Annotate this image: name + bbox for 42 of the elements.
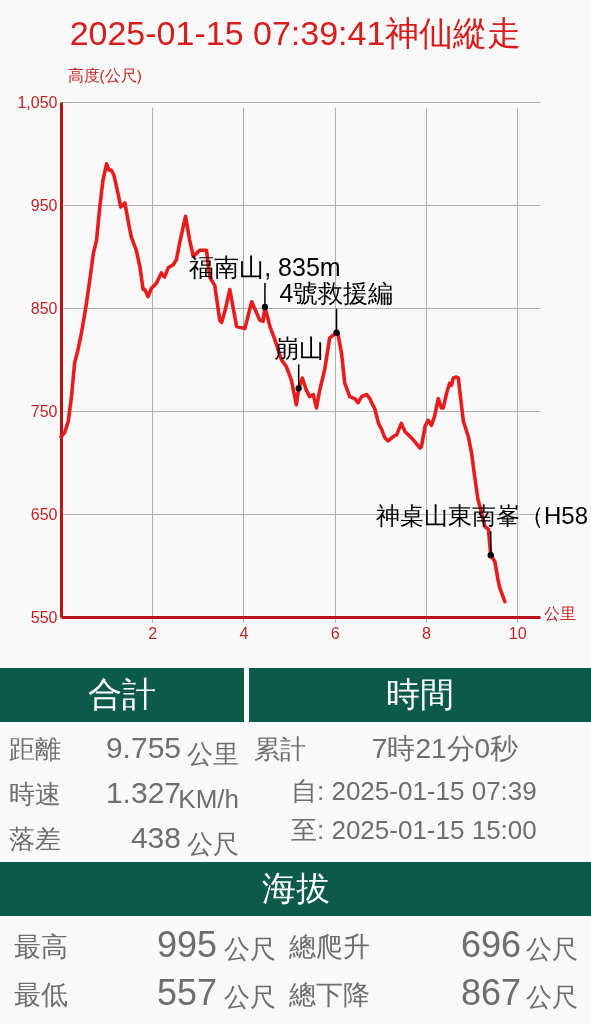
text: 公尺	[526, 982, 578, 1012]
y-tick-label: 550	[30, 608, 58, 626]
text: 557	[156, 972, 217, 1013]
text: 總爬升	[288, 932, 370, 962]
text: 696	[460, 924, 521, 965]
text: 867	[460, 972, 521, 1013]
text: 至: 2025-01-15 15:00	[291, 815, 537, 845]
text: 時速	[9, 779, 61, 809]
y-tick-label: 950	[30, 196, 58, 214]
text: 最高	[14, 932, 68, 962]
y-axis-title: 高度(公尺)	[67, 66, 142, 84]
text: 995	[156, 924, 217, 965]
text: 公里	[187, 739, 239, 769]
text: 合計	[88, 675, 156, 713]
text: 9.755	[105, 731, 181, 764]
text: 公尺	[224, 934, 276, 964]
text: 時間	[386, 675, 454, 713]
text: 1.327	[105, 776, 181, 809]
chart-title: 2025-01-15 07:39:41神仙縱走	[69, 14, 522, 52]
text: 累計	[254, 734, 306, 764]
text: 公尺	[187, 829, 239, 859]
x-tick-label: 2	[148, 624, 158, 642]
text: 落差	[9, 824, 61, 854]
text: 自: 2025-01-15 07:39	[291, 776, 537, 806]
x-tick-label: 8	[422, 624, 431, 642]
x-tick-label: 4	[239, 624, 249, 642]
y-tick-label: 850	[30, 299, 58, 317]
y-tick-label: 650	[30, 505, 58, 523]
y-tick-label: 1,050	[17, 93, 58, 111]
text: 距離	[9, 734, 61, 764]
text: 7時21分0秒	[371, 733, 519, 764]
annotation: 4號救援編	[279, 278, 394, 307]
x-tick-label: 10	[508, 624, 527, 642]
text: 總下降	[288, 980, 370, 1010]
text: 438	[130, 821, 181, 854]
text: 公尺	[224, 982, 276, 1012]
y-tick-label: 750	[30, 402, 58, 420]
text: 海拔	[261, 869, 330, 907]
x-tick-label: 6	[330, 624, 340, 642]
text: 公尺	[526, 934, 578, 964]
x-axis-title: 公里	[543, 604, 576, 622]
text: 最低	[14, 980, 68, 1010]
